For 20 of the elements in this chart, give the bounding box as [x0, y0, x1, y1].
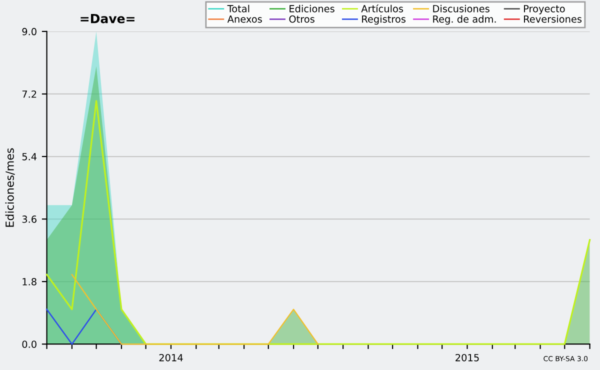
y-axis-title: Ediciones/mes [5, 148, 15, 227]
chart-title: =Dave= [80, 14, 134, 24]
y-tick-label: 9.0 [22, 28, 36, 36]
legend-label: Proyecto [524, 5, 565, 14]
y-tick-label: 1.8 [22, 278, 36, 286]
legend-label: Discusiones [433, 4, 490, 12]
legend-label: Otros [289, 15, 314, 23]
x-tick-label: 2015 [456, 354, 479, 362]
legend-label: Anexos [227, 16, 262, 23]
legend-label: Artículos [361, 4, 404, 12]
legend-label: Reversiones [524, 15, 582, 23]
y-tick-label: 7.2 [22, 90, 36, 98]
legend-label: Ediciones [290, 4, 334, 12]
y-tick-label: 0.0 [22, 340, 36, 348]
legend-label: Registros [362, 15, 406, 25]
y-tick-label: 3.6 [22, 216, 36, 223]
legend-label: Total [227, 4, 250, 12]
legend-label: Reg. de adm. [433, 15, 496, 25]
x-tick-label: 2014 [159, 354, 183, 362]
y-tick-label: 5.4 [22, 153, 37, 160]
